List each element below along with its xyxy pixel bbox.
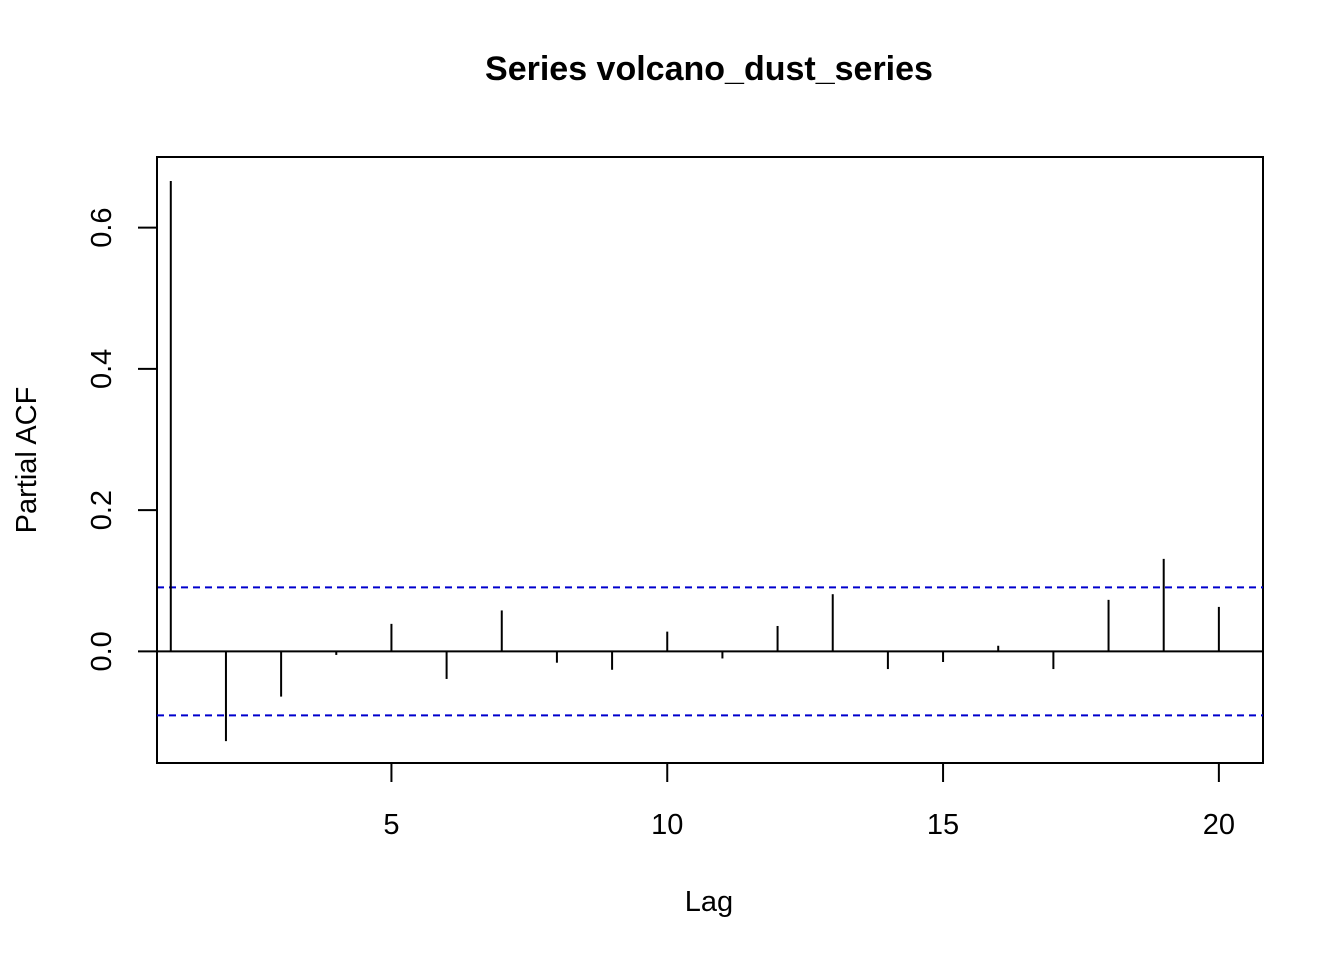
pacf-bars <box>169 181 1220 742</box>
plot-frame <box>156 156 1264 764</box>
x-axis-label: Lag <box>685 886 733 918</box>
y-axis-label: Partial ACF <box>11 387 43 534</box>
x-tick-label: 15 <box>927 809 959 841</box>
chart-title: Series volcano_dust_series <box>485 50 933 88</box>
x-tick-label: 20 <box>1203 809 1235 841</box>
y-tick-label: 0.0 <box>86 631 118 671</box>
y-axis: 0.0 0.2 0.4 0.6 <box>86 207 158 672</box>
y-tick-label: 0.6 <box>86 207 118 247</box>
y-tick-label: 0.2 <box>86 490 118 530</box>
x-tick-label: 5 <box>383 809 399 841</box>
x-axis: 5 10 15 20 <box>383 762 1235 841</box>
x-tick-label: 10 <box>651 809 683 841</box>
y-tick-label: 0.4 <box>86 349 118 389</box>
